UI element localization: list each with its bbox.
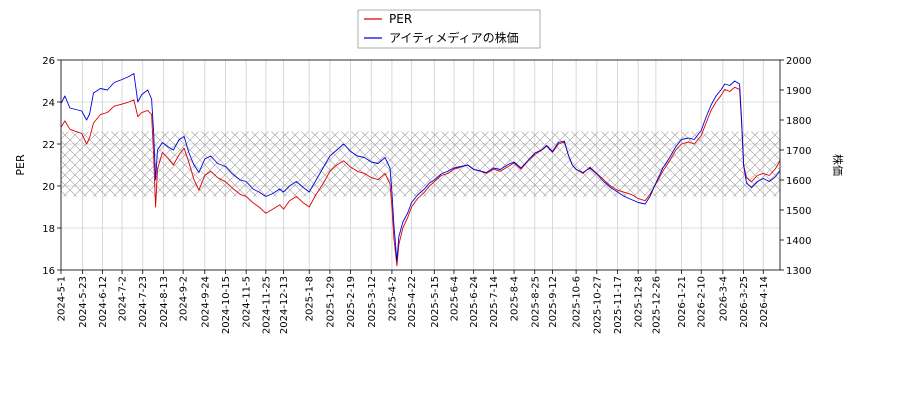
x-tick-label: 2025-1-8: [305, 276, 316, 321]
x-tick-label: 2025-4-22: [407, 276, 418, 328]
x-tick-label: 2025-9-12: [548, 276, 559, 328]
left-tick-label: 18: [42, 224, 55, 235]
right-tick-label: 1600: [786, 176, 811, 187]
x-tick-label: 2024-5-23: [78, 276, 89, 328]
x-tick-label: 2025-2-19: [346, 276, 357, 328]
x-tick-label: 2024-11-5: [242, 276, 253, 328]
y-axis-label-right: 株価: [831, 154, 845, 176]
series-layer: [61, 73, 780, 267]
x-tick-label: 2024-12-13: [279, 276, 290, 334]
left-tick-label: 24: [42, 98, 55, 109]
x-tick-label: 2026-3-4: [718, 276, 729, 321]
right-axis: 1300 1400 1500 1600 1700 1800 1900 2000: [780, 56, 811, 277]
x-tick-label: 2024-10-15: [221, 276, 232, 334]
x-tick-label: 2025-5-15: [430, 276, 441, 328]
right-tick-label: 1700: [786, 146, 811, 157]
x-tick-label: 2025-11-17: [613, 276, 624, 334]
right-tick-label: 1800: [786, 116, 811, 127]
left-tick-label: 16: [42, 266, 55, 277]
x-tick-label: 2026-2-10: [697, 276, 708, 328]
right-tick-label: 1500: [786, 206, 811, 217]
plot-frame: [60, 59, 781, 271]
x-tick-label: 2024-8-13: [159, 276, 170, 328]
left-axis: 16 18 20 22 24 26: [42, 56, 61, 277]
x-tick-label: 2026-1-21: [677, 276, 688, 328]
x-tick-label: 2025-8-4: [510, 276, 521, 321]
left-tick-label: 22: [42, 140, 55, 151]
x-tick-label: 2025-4-2: [387, 276, 398, 321]
x-tick-label: 2024-6-12: [98, 276, 109, 328]
x-tick-label: 2025-3-12: [367, 276, 378, 328]
x-tick-label: 2024-7-23: [138, 276, 149, 328]
legend-box: [357, 9, 541, 49]
right-tick-label: 2000: [786, 56, 811, 67]
x-tick-label: 2024-11-25: [261, 276, 272, 334]
x-tick-label: 2025-7-14: [489, 276, 500, 328]
x-tick-label: 2025-6-24: [469, 276, 480, 328]
left-tick-label: 26: [42, 56, 55, 67]
x-tick-label: 2026-3-25: [739, 276, 750, 328]
series-line-per: [61, 86, 780, 267]
x-tick-label: 2024-5-1: [57, 276, 68, 321]
shaded-band: [61, 131, 780, 197]
x-tick-label: 2024-9-2: [179, 276, 190, 321]
right-tick-label: 1300: [786, 266, 811, 277]
x-tick-label: 2024-7-2: [118, 276, 129, 321]
right-tick-label: 1400: [786, 236, 811, 247]
left-tick-label: 20: [42, 182, 55, 193]
x-tick-label: 2025-12-8: [634, 276, 645, 328]
x-tick-label: 2025-12-26: [651, 276, 662, 334]
right-tick-label: 1900: [786, 86, 811, 97]
legend: PER アイティメディアの株価: [357, 9, 541, 49]
x-tick-label: 2024-9-24: [200, 276, 211, 328]
x-tick-label: 2025-1-29: [325, 276, 336, 328]
series-line-stock-price: [61, 73, 780, 262]
legend-label-per: PER: [389, 12, 412, 26]
legend-label-price: アイティメディアの株価: [389, 30, 519, 45]
y-axis-label-left: PER: [14, 154, 27, 176]
x-tick-label: 2025-10-27: [592, 276, 603, 334]
x-tick-label: 2025-8-25: [530, 276, 541, 328]
x-axis: 2024-5-1 2024-5-23 2024-6-12 2024-7-2 2024-7…: [57, 270, 770, 334]
x-tick-label: 2025-10-6: [572, 276, 583, 328]
x-tick-label: 2025-6-4: [449, 276, 460, 321]
x-tick-label: 2026-4-14: [759, 276, 770, 328]
